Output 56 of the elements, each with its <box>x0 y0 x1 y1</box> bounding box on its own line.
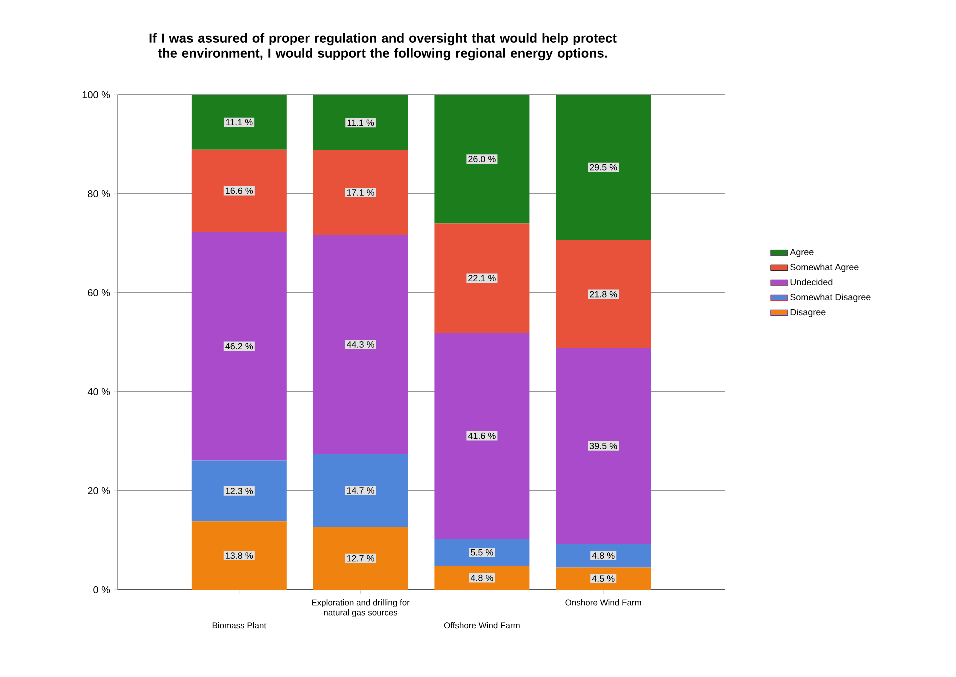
data-label: 5.5 % <box>471 549 494 556</box>
bar <box>192 522 287 590</box>
data-label: 29.5 % <box>590 164 618 171</box>
bar <box>434 539 530 566</box>
bar <box>434 566 530 590</box>
data-label: 14.7 % <box>347 488 374 494</box>
data-label: 26.0 % <box>468 156 496 163</box>
data-label: 44.3 % <box>347 342 374 348</box>
x-tick-label: Offshore Wind Farm <box>444 622 520 629</box>
data-label: 12.3 % <box>226 488 254 494</box>
bar <box>556 568 652 590</box>
bar <box>313 527 408 590</box>
bar <box>434 333 530 539</box>
y-tick-label: 60 % <box>88 289 110 297</box>
bar <box>192 232 287 461</box>
data-label: 21.8 % <box>590 291 618 298</box>
data-label: 17.1 % <box>347 190 374 196</box>
legend-label: Somewhat Disagree <box>790 294 871 302</box>
y-tick-label: 0 % <box>94 586 110 594</box>
data-label: 39.5 % <box>590 443 618 450</box>
data-label: 13.8 % <box>226 552 254 560</box>
bar <box>313 235 408 454</box>
bar <box>192 460 287 522</box>
bar <box>434 94 530 224</box>
data-label: 11.1 % <box>226 119 253 126</box>
y-tick-label: 80 % <box>88 190 110 198</box>
y-tick-label: 100 % <box>82 91 110 99</box>
data-label: 4.5 % <box>592 576 615 582</box>
y-tick-label: 20 % <box>88 487 110 495</box>
data-label: 11.1 % <box>348 120 374 126</box>
data-label: 12.7 % <box>347 555 374 562</box>
bar <box>434 224 530 334</box>
data-label: 4.8 % <box>592 552 615 560</box>
bar <box>313 95 408 150</box>
bar <box>556 240 652 348</box>
bar <box>313 454 408 528</box>
legend-label: Disagree <box>790 308 826 318</box>
legend-label: Undecided <box>790 278 833 286</box>
y-tick-label: 40 % <box>88 388 110 396</box>
data-label: 16.6 % <box>226 188 254 194</box>
bar <box>556 94 652 241</box>
data-label: 4.8 % <box>470 574 494 582</box>
bar <box>556 544 652 568</box>
bar <box>313 150 408 236</box>
data-label: 41.6 % <box>468 432 496 440</box>
x-tick-label: Exploration and drilling for natural gas sources <box>312 600 410 618</box>
data-label: 46.2 % <box>226 343 254 350</box>
legend-label: Somewhat Agree <box>790 264 859 272</box>
data-label: 22.1 % <box>468 275 496 282</box>
chart-title: If I was assured of proper regulation and oversight that would help protect the environment, I would support the following regional energy options. <box>150 33 617 61</box>
bar <box>192 150 287 232</box>
legend-label: Agree <box>790 249 814 258</box>
x-tick-label: Onshore Wind Farm <box>566 600 642 606</box>
bar <box>192 94 287 150</box>
x-tick-label: Biomass Plant <box>212 622 266 629</box>
bar <box>556 348 652 544</box>
